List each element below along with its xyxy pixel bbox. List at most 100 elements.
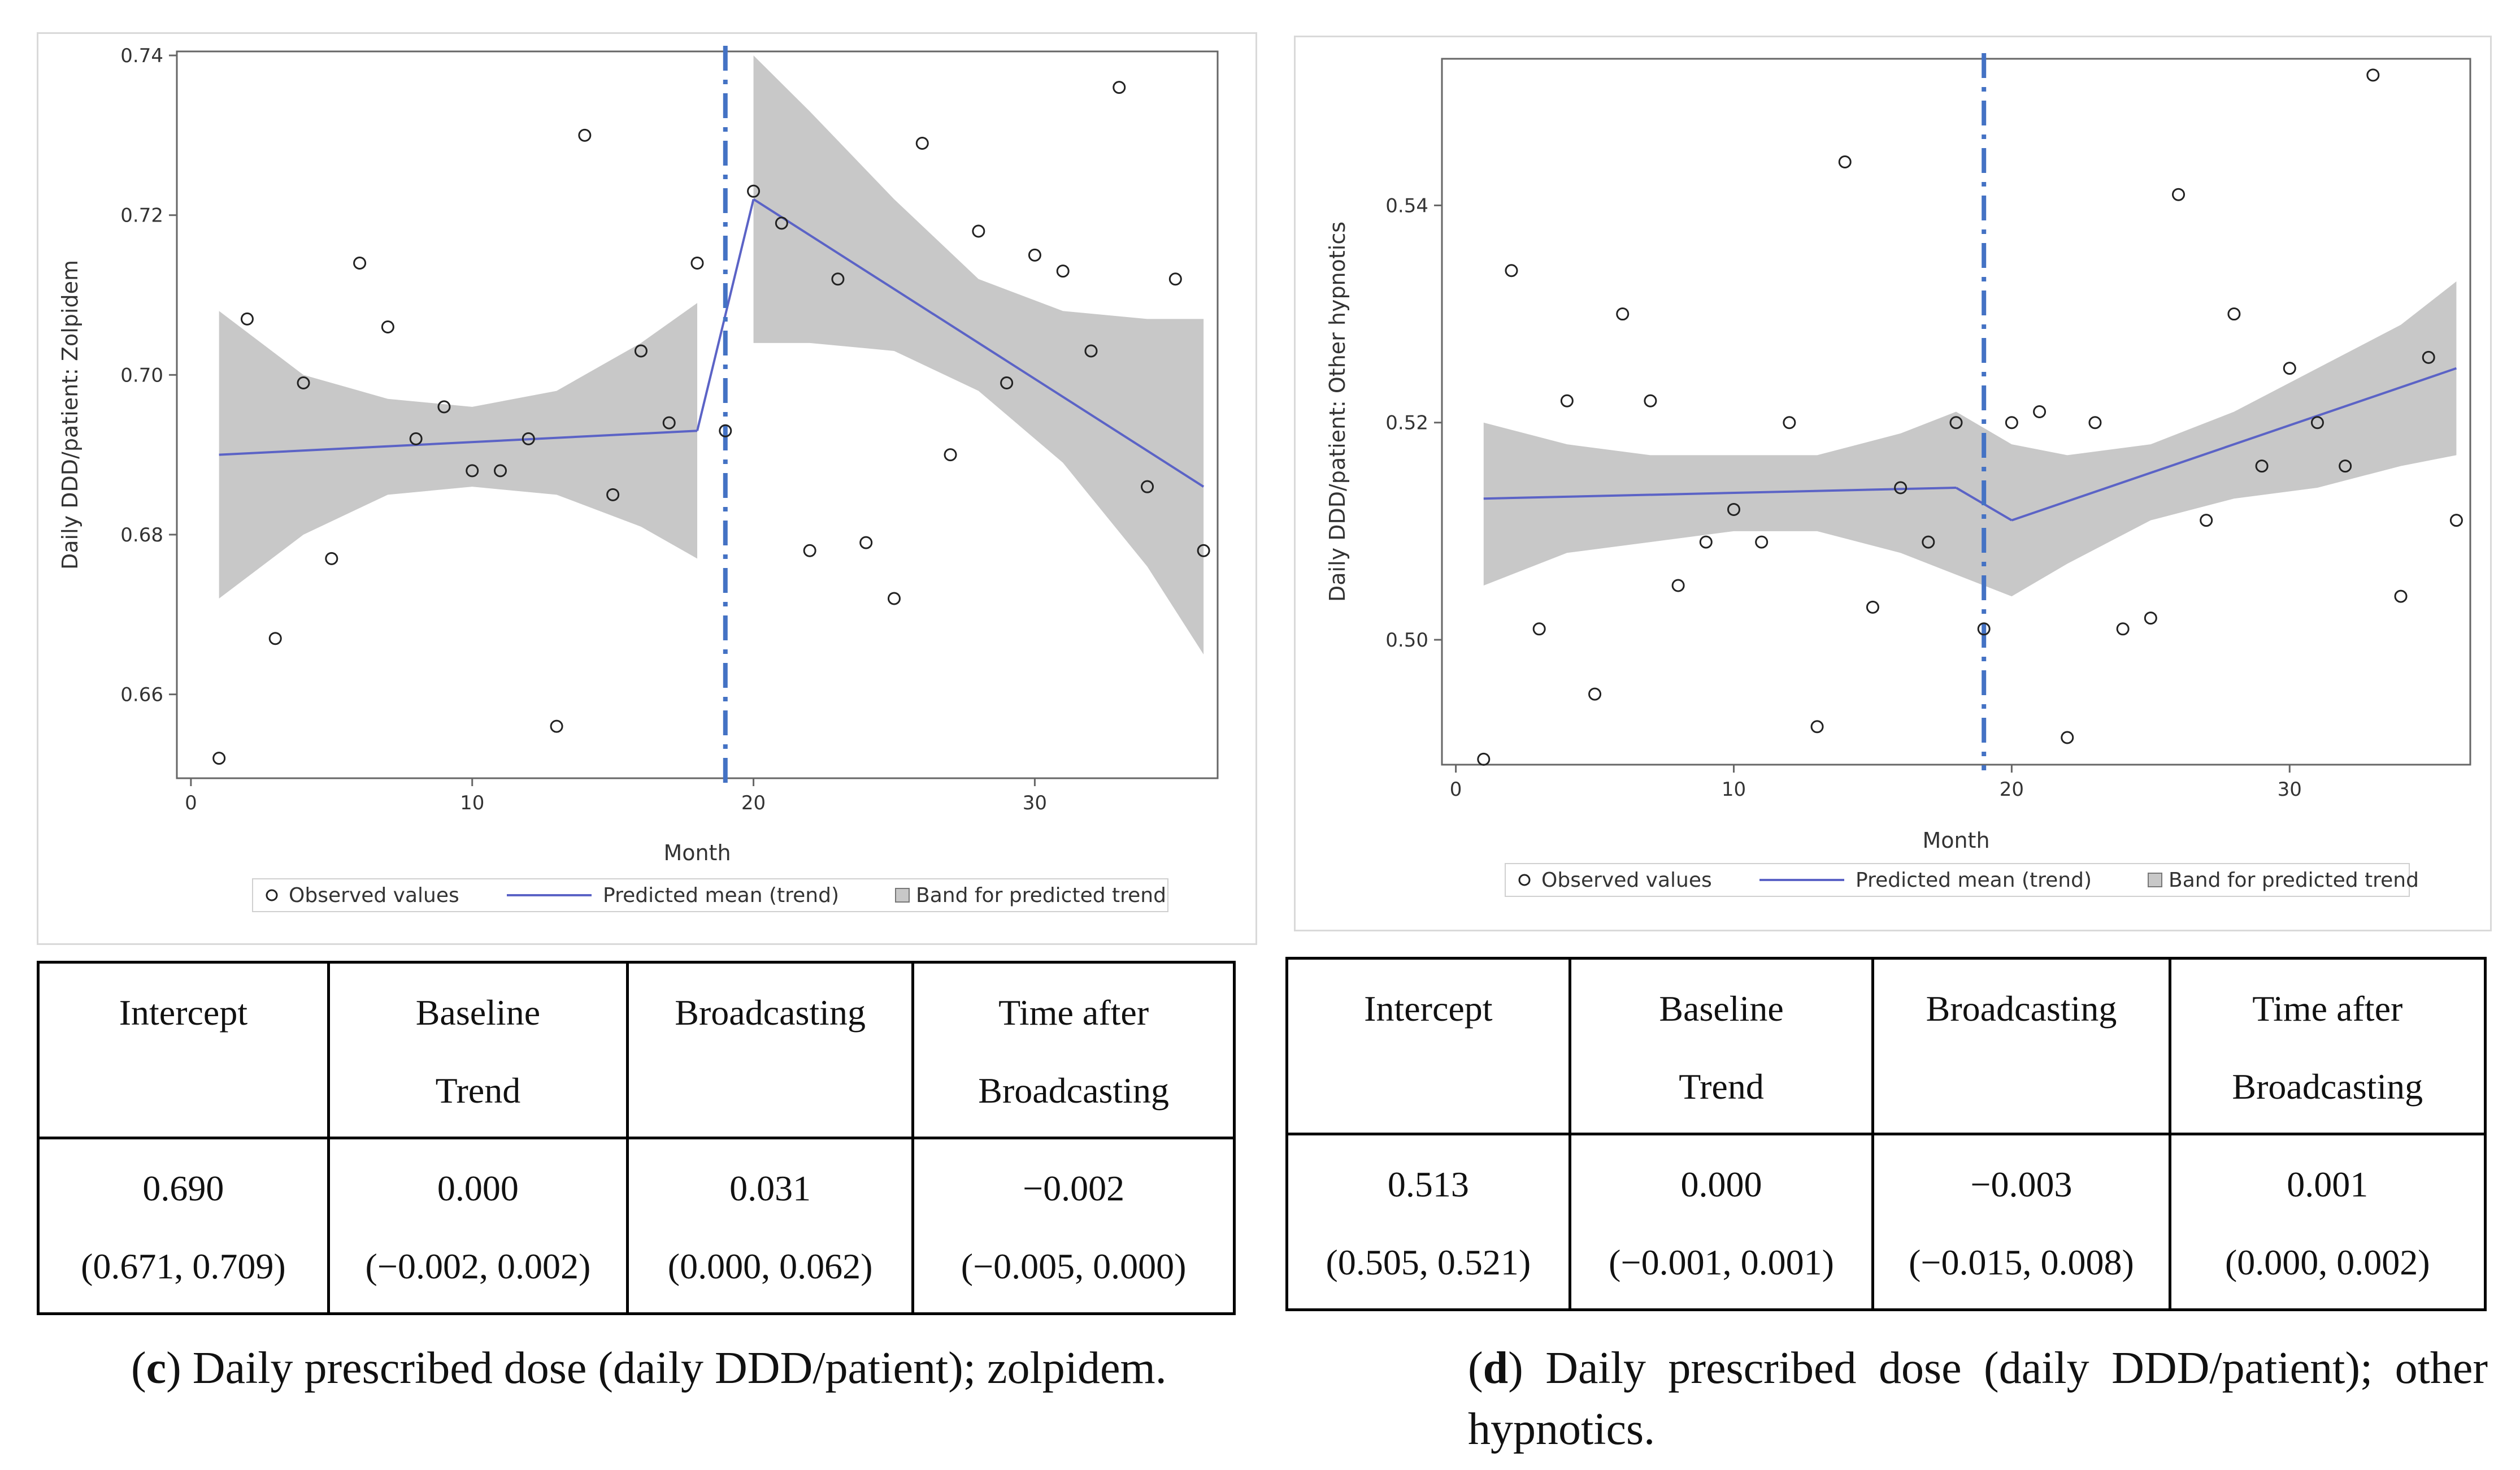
caption-d-text: Daily prescribed dose (daily DDD/patient… [1468,1343,2488,1454]
table-header-cell: Intercept [37,961,330,1139]
legend-marker-band [895,888,910,903]
observed-point [2116,622,2130,636]
observed-point [1588,687,1602,701]
trend-line [753,198,1205,488]
trend-line [2011,367,2457,522]
x-axis-title: Month [1922,828,1989,853]
observed-point [1532,622,1546,636]
observed-point [2033,405,2047,418]
observed-point [1616,307,1630,321]
observed-point [915,137,929,150]
observed-point [2200,514,2213,527]
observed-point [1977,622,1991,636]
observed-point [859,536,873,549]
observed-point [719,424,732,437]
observed-point [972,224,985,238]
table-row: 0.513 (0.505, 0.521) 0.000 (−0.001, 0.001)… [1285,1133,2487,1311]
observed-point [1477,752,1491,766]
observed-point [2339,459,2352,473]
trend-line [219,430,698,456]
caption-d: (d) Daily prescribed dose (daily DDD/pat… [1468,1338,2488,1460]
legend-label-observed: Observed values [289,884,459,907]
observed-point [2310,416,2324,430]
caption-c-label: c [146,1343,167,1393]
table-cell: 0.031 (0.000, 0.062) [625,1137,915,1315]
observed-point [268,632,282,645]
table-cell: 0.001 (0.000, 0.002) [2168,1133,2487,1311]
observed-point [1838,155,1852,169]
observed-point [1560,394,1574,407]
caption-d-label: d [1483,1343,1509,1393]
observed-point [944,448,957,462]
table-cell: −0.002 (−0.005, 0.000) [911,1137,1236,1315]
y-tick-label: 0.54 [1385,194,1428,217]
plot-frame [176,50,1219,779]
observed-point [550,719,563,733]
table-header-cell: Time after Broadcasting [911,961,1236,1139]
confidence-band [753,55,1204,654]
observed-point [1197,544,1210,557]
x-tick-label: 30 [1023,792,1047,814]
observed-point [1113,81,1126,94]
observed-point [2061,731,2074,744]
observed-point [466,464,479,478]
table-header-cell: Baseline Trend [1568,957,1875,1135]
confidence-band [219,303,698,599]
observed-point [1671,579,1685,592]
observed-point [831,272,845,286]
x-tick-label: 20 [2000,778,2024,801]
x-tick-label: 30 [2278,778,2302,801]
caption-c-close: ) [166,1343,181,1393]
observed-point [1168,272,1182,286]
legend-label-trend: Predicted mean (trend) [1856,869,2092,892]
caption-c: (c) Daily prescribed dose (daily DDD/pat… [131,1338,1236,1399]
caption-c-open: ( [131,1343,146,1393]
observed-point [1810,720,1824,734]
observed-point [1000,376,1014,389]
observed-point [2283,362,2296,375]
table-row: 0.690 (0.671, 0.709) 0.000 (−0.002, 0.002)… [37,1137,1236,1315]
x-axis-title: Month [663,840,731,865]
observed-point [1949,416,1963,430]
observed-point [2227,307,2241,321]
legend-label-observed: Observed values [1541,869,1712,892]
observed-point [1505,264,1518,277]
plot-frame [1441,58,2471,766]
confidence-band [1483,281,2457,597]
observed-point [1783,416,1796,430]
y-tick-label: 0.66 [120,684,163,706]
observed-point [1894,481,1908,495]
table-header-cell: Time after Broadcasting [2168,957,2487,1135]
legend-marker-observed [266,889,278,901]
observed-point [297,376,310,389]
observed-point [1727,502,1740,516]
caption-d-open: ( [1468,1343,1483,1393]
observed-point [1755,535,1769,549]
y-axis-title: Daily DDD/patient: Zolpidem [58,260,82,570]
table-cell: 0.513 (0.505, 0.521) [1285,1133,1571,1311]
table-header-cell: Baseline Trend [327,961,629,1139]
observed-point [2005,416,2018,430]
observed-point [522,432,535,445]
observed-point [2255,459,2269,473]
observed-point [494,464,507,478]
observed-point [1084,344,1098,358]
observed-point [606,488,620,501]
legend-label-band: Band for predicted trend [2169,869,2419,892]
chart-d: 0.50 0.52 0.54 0 10 20 30 Month Daily DDD/patien… [1325,53,2471,897]
x-tick-label: 20 [741,792,766,814]
table-header-row: Intercept Baseline Trend Broadcasting Tim… [37,961,1236,1139]
legend-box [252,878,1168,912]
observed-point [1699,535,1713,549]
observed-point [2172,188,2186,201]
observed-point [803,544,816,557]
trend-line [696,198,755,431]
table-header-row: Intercept Baseline Trend Broadcasting Tim… [1285,957,2487,1135]
legend-label-trend: Predicted mean (trend) [603,884,839,907]
legend-marker-band [2148,873,2162,887]
observed-point [1056,264,1070,278]
observed-point [634,344,648,358]
x-tick-label: 0 [1450,778,1462,801]
y-tick-label: 0.50 [1385,629,1428,652]
observed-point [662,416,676,430]
